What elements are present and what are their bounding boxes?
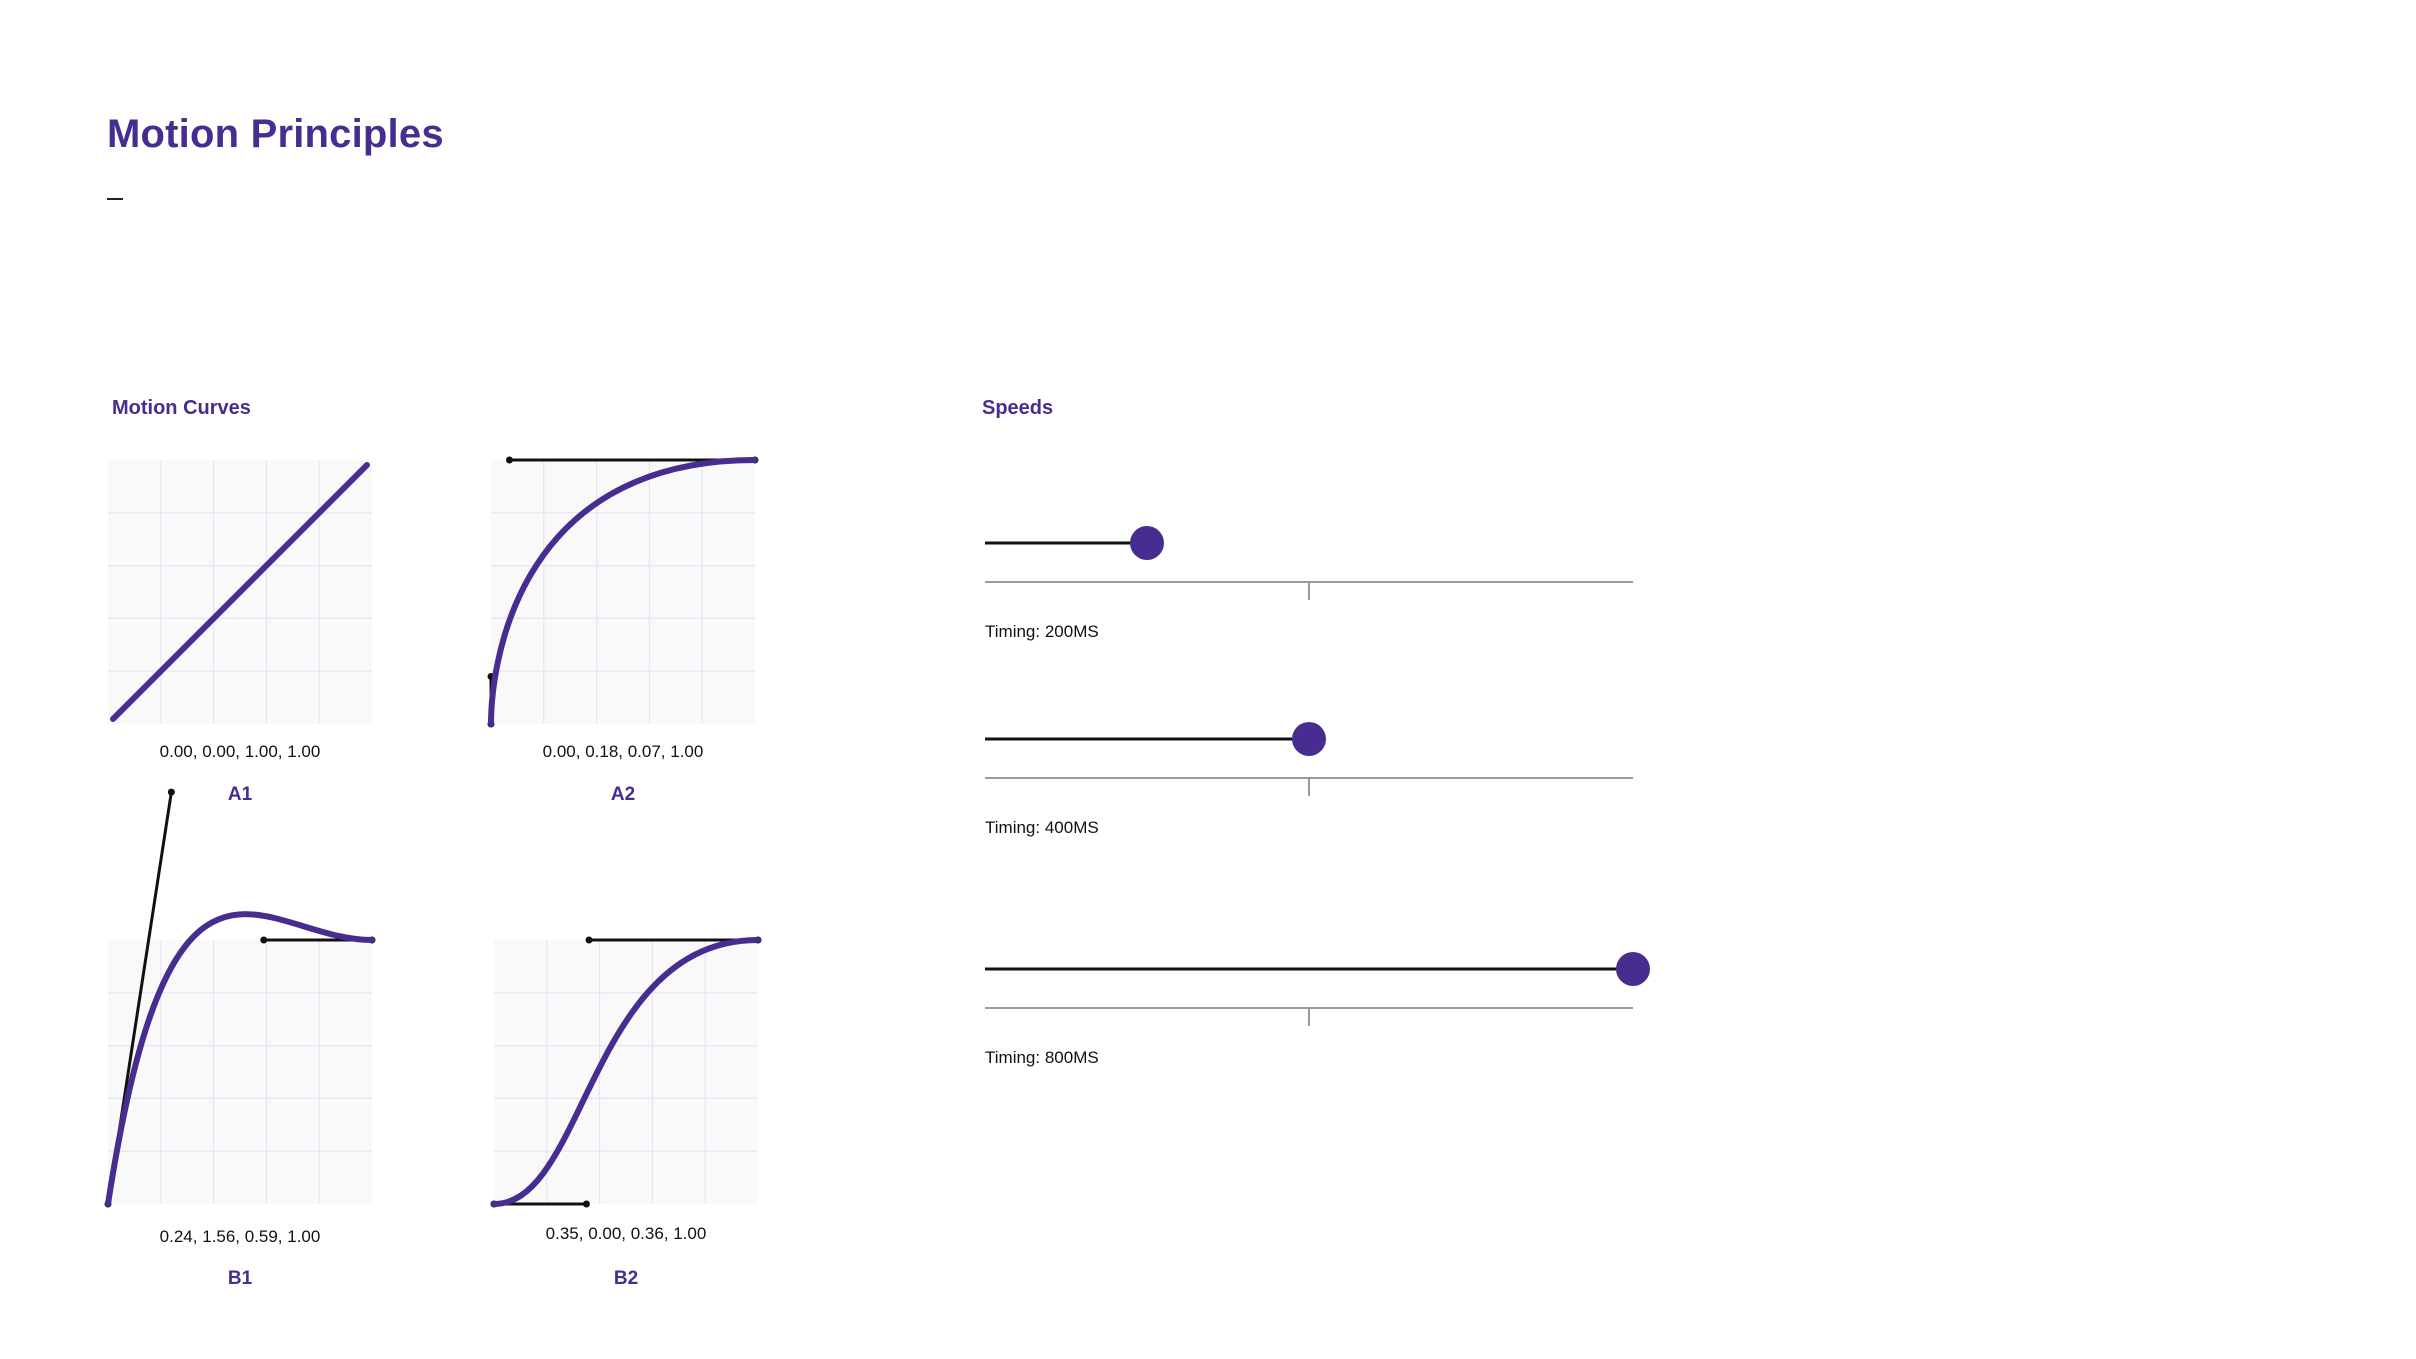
motion-curves-heading: Motion Curves — [112, 397, 251, 419]
title-divider — [107, 198, 123, 200]
speed-row-800: Timing: 800MS — [985, 946, 1665, 1067]
slider-knob[interactable] — [1292, 722, 1326, 756]
curve-values-a1: 0.00, 0.00, 1.00, 1.00 — [159, 742, 321, 761]
curve-plot-a2 — [487, 456, 759, 728]
speed-slider-400[interactable] — [985, 716, 1665, 796]
speeds-heading: Speeds — [982, 397, 1054, 419]
plot-background — [494, 940, 758, 1204]
plot-background — [108, 940, 372, 1204]
speed-slider-800[interactable] — [985, 946, 1665, 1026]
speed-slider-200[interactable] — [985, 520, 1665, 600]
control-point-2[interactable] — [505, 456, 513, 464]
curve-plot-b2 — [490, 936, 762, 1208]
easing-curve — [491, 937, 761, 1207]
curve-plot-b1 — [104, 788, 376, 1208]
speed-label-800: Timing: 800MS — [985, 1048, 1099, 1067]
control-point-1[interactable] — [167, 788, 175, 796]
curve-name-b1: B1 — [227, 1268, 253, 1289]
curve-values-b2: 0.35, 0.00, 0.36, 1.00 — [545, 1224, 707, 1243]
easing-curve — [105, 911, 375, 1207]
speed-row-400: Timing: 400MS — [985, 716, 1665, 837]
curve-name-a2: A2 — [610, 784, 636, 805]
curve-card-a1: 0.00, 0.00, 1.00, 1.00 A1 — [108, 455, 372, 815]
easing-curve — [488, 457, 758, 727]
speed-row-200: Timing: 200MS — [985, 520, 1665, 641]
curve-plot-a1 — [108, 460, 372, 724]
control-point-2[interactable] — [260, 936, 268, 944]
page-title: Motion Principles — [107, 112, 444, 156]
curve-card-b1: 0.24, 1.56, 0.59, 1.00 B1 — [104, 788, 376, 1295]
curve-values-b1: 0.24, 1.56, 0.59, 1.00 — [159, 1227, 321, 1246]
slider-knob[interactable] — [1616, 952, 1650, 986]
plot-background — [491, 460, 755, 724]
slider-knob[interactable] — [1130, 526, 1164, 560]
easing-curve — [110, 462, 370, 722]
curve-card-b2: 0.35, 0.00, 0.36, 1.00 B2 — [490, 935, 762, 1295]
curve-name-b2: B2 — [613, 1268, 639, 1289]
curve-card-a2: 0.00, 0.18, 0.07, 1.00 A2 — [487, 455, 759, 815]
control-point-2[interactable] — [585, 936, 593, 944]
speed-label-400: Timing: 400MS — [985, 818, 1099, 837]
curve-name-a1: A1 — [227, 784, 253, 805]
speed-label-200: Timing: 200MS — [985, 622, 1099, 641]
curve-values-a2: 0.00, 0.18, 0.07, 1.00 — [542, 742, 704, 761]
control-point-1[interactable] — [582, 1200, 590, 1208]
